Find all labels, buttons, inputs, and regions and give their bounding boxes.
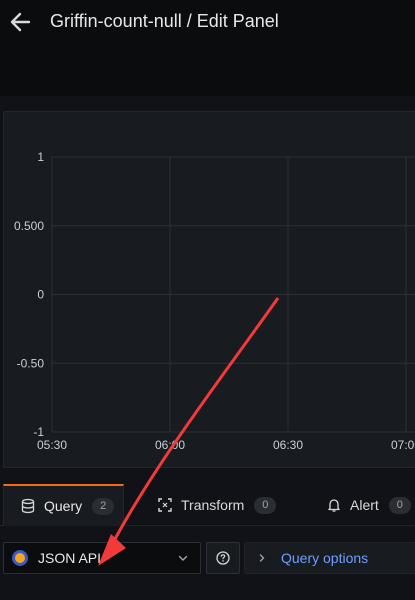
query-options-toggle[interactable]: Query options bbox=[244, 542, 415, 574]
tab-alert-label: Alert bbox=[350, 497, 379, 513]
time-series-chart: 1 0.500 0 -0.50 -105:30 06:00 06:30 07:00 bbox=[14, 150, 415, 452]
y-tick-label: 0.500 bbox=[14, 219, 44, 233]
tab-alert[interactable]: Alert 0 bbox=[326, 484, 411, 526]
x-tick-label: 06:30 bbox=[273, 438, 303, 452]
chevron-down-icon bbox=[176, 551, 190, 565]
top-header: Griffin-count-null / Edit Panel bbox=[0, 0, 415, 96]
x-tick-label: 07:00 bbox=[391, 438, 415, 452]
tab-transform-label: Transform bbox=[181, 497, 245, 513]
y-tick-label: -1 bbox=[33, 425, 44, 439]
query-options-label: Query options bbox=[281, 550, 369, 566]
back-button[interactable] bbox=[8, 10, 32, 34]
editor-tabs: Query 2 Transform 0 Alert 0 bbox=[0, 484, 415, 526]
y-tick-label: -0.50 bbox=[17, 356, 45, 370]
tab-query-label: Query bbox=[44, 498, 83, 514]
query-editor-header: JSON API Query options bbox=[0, 540, 415, 580]
panel-preview: 1 0.500 0 -0.50 -105:30 06:00 06:30 07:00 bbox=[3, 111, 415, 468]
arrow-left-icon bbox=[10, 12, 31, 32]
tab-alert-count: 0 bbox=[388, 496, 411, 514]
question-circle-icon bbox=[216, 551, 230, 565]
y-tick-label: 0 bbox=[37, 288, 44, 302]
datasource-help-button[interactable] bbox=[206, 542, 240, 574]
x-tick-label: 05:30 bbox=[37, 438, 67, 452]
bell-icon bbox=[326, 497, 342, 513]
datasource-picker[interactable]: JSON API bbox=[3, 542, 201, 574]
chevron-right-icon bbox=[256, 552, 268, 564]
database-icon bbox=[20, 498, 36, 514]
tab-transform[interactable]: Transform 0 bbox=[157, 484, 277, 526]
tab-query-count: 2 bbox=[92, 497, 115, 515]
json-api-logo bbox=[12, 550, 28, 566]
tab-transform-count: 0 bbox=[254, 496, 277, 514]
tab-query[interactable]: Query 2 bbox=[3, 484, 124, 526]
x-tick-label: 06:00 bbox=[155, 438, 185, 452]
datasource-name: JSON API bbox=[38, 550, 102, 566]
y-tick-label: 1 bbox=[37, 150, 44, 164]
transform-icon bbox=[157, 497, 173, 513]
page-title: Griffin-count-null / Edit Panel bbox=[50, 11, 279, 31]
